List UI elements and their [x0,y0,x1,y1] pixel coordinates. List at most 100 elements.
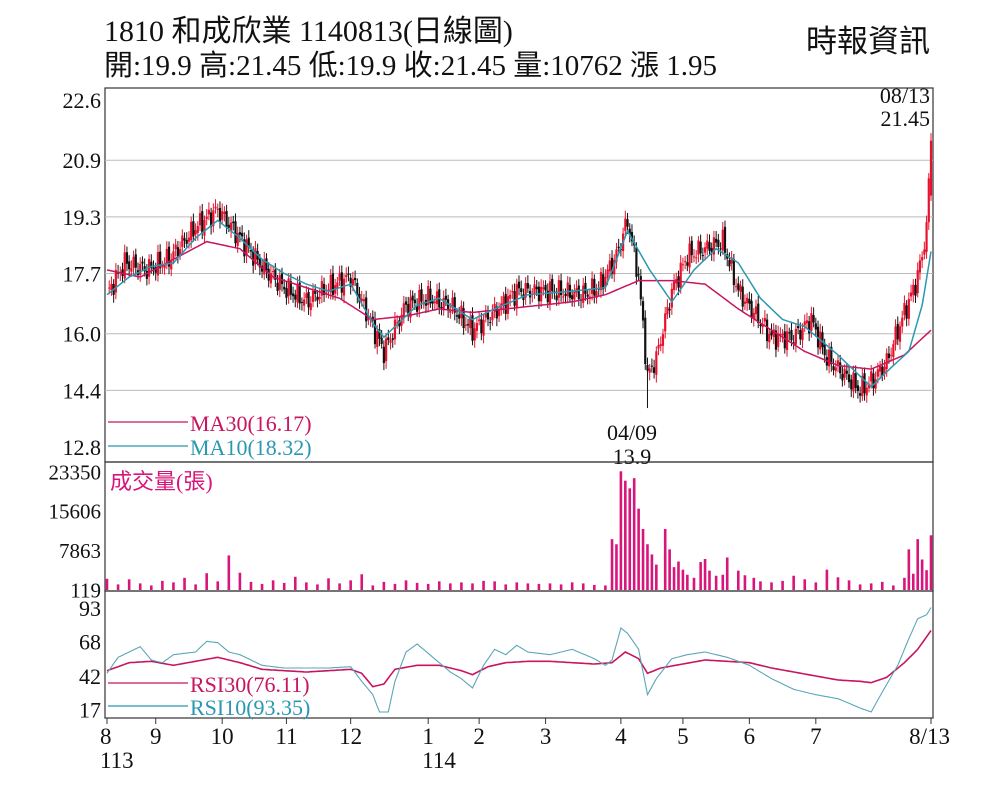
legend-rsi10: RSI10(93.35) [190,695,310,720]
price-candle [790,329,793,341]
price-candle [464,324,467,326]
price-candle [515,284,518,309]
price-candle [349,277,352,287]
price-candle [373,319,377,345]
price-candle [752,312,755,319]
volume-bar [721,574,725,590]
price-candle [602,274,605,290]
volume-bar [216,581,220,590]
price-candle [779,333,782,336]
price-candle [692,256,696,258]
price-candle [586,294,589,297]
price-candle [901,317,904,327]
price-candle [613,259,616,275]
volume-bar [227,555,231,590]
price-candle [644,317,647,365]
volume-bar [493,581,496,590]
volume-bar [205,573,208,590]
price-candle [646,364,649,371]
price-candle [668,308,671,311]
price-candle [757,303,760,323]
price-candle [770,331,773,336]
price-candle [114,270,117,293]
price-candle [686,262,689,266]
price-candle [821,332,824,348]
volume-bar [593,584,596,590]
volume-bar [628,488,632,590]
volume-bar [869,583,873,590]
high-annotation-date: 08/13 [880,83,930,108]
price-candle [794,328,797,345]
volume-bar [770,582,773,590]
price-frame [104,87,934,463]
legend-ma10: MA10(18.32) [190,435,312,460]
price-candle [546,290,549,303]
volume-bar [404,580,408,590]
price-candle [916,270,919,294]
price-candle [296,284,299,303]
price-candle [520,288,523,293]
price-candle [839,362,842,374]
price-candle [929,140,933,196]
price-candle [298,282,301,304]
volume-bar [803,579,807,590]
volume-bar [920,559,924,590]
volume-bar [150,585,153,590]
x-month-label: 12 [339,724,362,749]
volume-bar [655,564,658,590]
price-candle [639,276,642,300]
price-candle [584,282,587,294]
price-candle [856,385,860,392]
price-candle [416,305,419,312]
price-candle [263,259,266,275]
price-candle [245,239,248,256]
volume-bar [138,583,142,590]
price-candle [834,367,837,371]
price-candle [599,272,603,291]
price-candle [170,259,173,270]
volume-panel: 23350 15606 7863 119 成交量(張) [49,460,934,602]
price-candle [517,281,521,289]
price-candle [345,274,348,278]
price-candle [697,240,700,255]
price-candle [451,297,454,309]
volume-bar [699,562,702,590]
price-candle [810,313,813,331]
price-candle [303,299,306,306]
price-candle [442,297,445,311]
price-candle [921,257,924,261]
price-candle [905,305,908,319]
volume-bar [271,580,275,590]
price-candle [559,280,563,296]
price-candle [890,354,893,356]
price-candle [715,238,718,243]
price-candle [475,323,479,331]
price-candle [743,301,747,304]
price-candle [285,288,288,298]
price-candle [291,293,295,297]
price-candle [907,298,910,319]
volume-bar [515,582,519,590]
volume-bar [836,577,840,590]
price-tick-label: 14.4 [63,378,102,403]
price-candle [466,324,470,326]
price-candle [763,317,766,322]
price-candle [732,259,735,286]
volume-bar [677,561,680,590]
price-candle [194,230,197,235]
price-candle [495,306,498,319]
volume-bar [714,575,718,590]
price-candle [876,369,879,377]
price-candle [783,331,786,349]
price-candle [130,268,133,272]
price-candle [772,329,775,338]
ohlc-summary: 開:19.9 高:21.45 低:19.9 收:21.45 量:10762 漲 … [104,50,718,82]
volume-bar [792,575,795,590]
price-candle [391,338,394,341]
price-candle [167,246,171,267]
x-month-label: 6 [744,724,756,749]
price-candle [243,239,246,257]
volume-bar [692,577,696,590]
price-candle [340,272,343,293]
volume-bar [449,583,452,590]
